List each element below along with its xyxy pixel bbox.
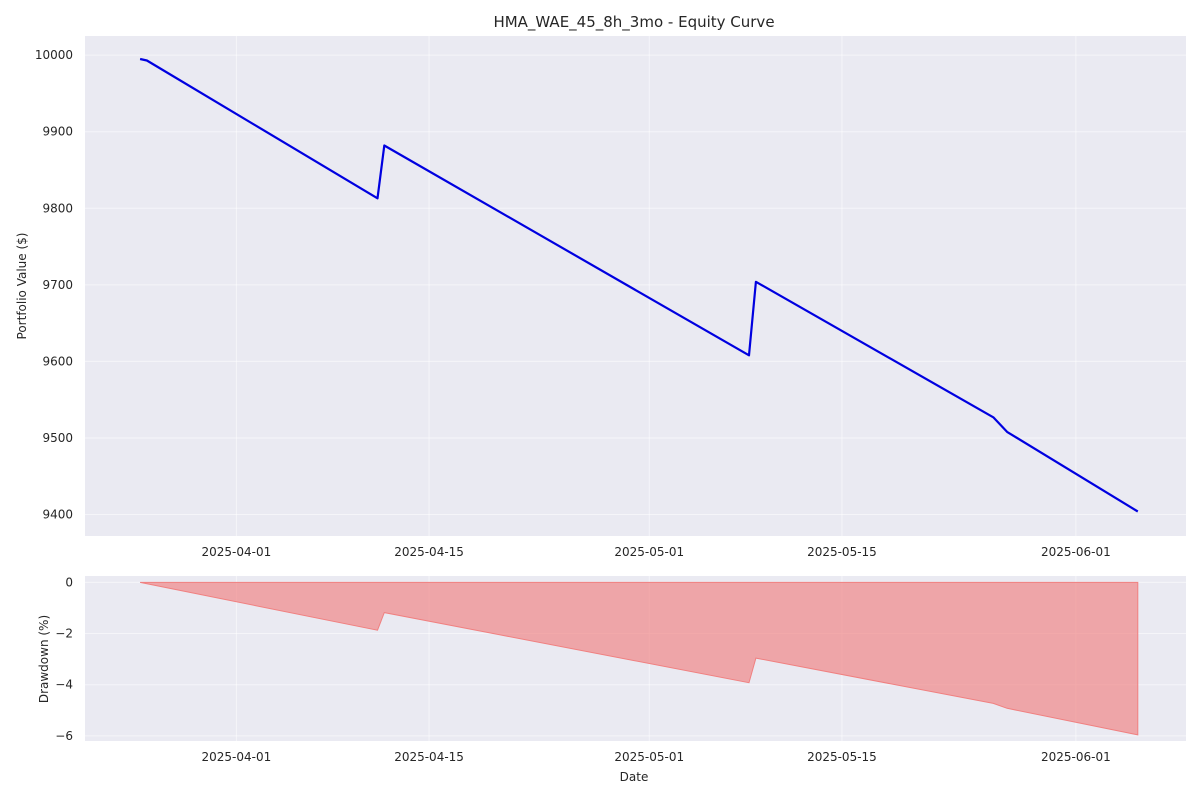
x-tick-label: 2025-04-01 (202, 545, 272, 559)
x-tick-label: 2025-04-15 (394, 545, 464, 559)
equity-line (139, 57, 1139, 513)
y-tick-label: 9900 (42, 125, 73, 139)
x-tick-label: 2025-05-01 (614, 750, 684, 764)
equity-chart-title: HMA_WAE_45_8h_3mo - Equity Curve (493, 13, 774, 32)
y-tick-label: 9400 (42, 508, 73, 522)
equity-grid (85, 36, 1186, 536)
y-tick-label: 9800 (42, 201, 73, 215)
equity-plot-area (85, 36, 1186, 536)
y-tick-label: −6 (55, 729, 73, 743)
equity-curve-panel: 9400 9500 9600 9700 9800 9900 10000 2025-04-01… (15, 36, 1186, 559)
equity-y-axis-label: Portfolio Value ($) (15, 233, 29, 340)
drawdown-panel: 0−2−4−6 2025-04-01 2025-04-15 2025-05-01 20… (37, 575, 1186, 784)
drawdown-x-axis-label: Date (620, 770, 649, 784)
y-tick-label: 0 (65, 575, 73, 589)
x-tick-label: 2025-05-01 (614, 545, 684, 559)
x-tick-label: 2025-04-15 (394, 750, 464, 764)
y-tick-label: 10000 (35, 48, 73, 62)
x-tick-label: 2025-05-15 (807, 545, 877, 559)
drawdown-area (140, 581, 1139, 736)
x-tick-label: 2025-04-01 (202, 750, 272, 764)
drawdown-x-ticks: 2025-04-01 2025-04-15 2025-05-01 2025-05-15… (202, 750, 1111, 764)
x-tick-label: 2025-06-01 (1041, 750, 1111, 764)
y-tick-label: −2 (55, 627, 73, 641)
y-tick-label: −4 (55, 678, 73, 692)
y-tick-label: 9600 (42, 354, 73, 368)
drawdown-y-ticks: 0 −2 −4 −6 (55, 575, 73, 742)
y-tick-label: 9500 (42, 431, 73, 445)
equity-y-ticks: 9400 9500 9600 9700 9800 9900 10000 (35, 48, 73, 521)
y-tick-label: 9700 (42, 278, 73, 292)
drawdown-y-axis-label: Drawdown (%) (37, 615, 51, 703)
equity-x-ticks: 2025-04-01 2025-04-15 2025-05-01 2025-05-15… (202, 545, 1111, 559)
x-tick-label: 2025-05-15 (807, 750, 877, 764)
x-tick-label: 2025-06-01 (1041, 545, 1111, 559)
